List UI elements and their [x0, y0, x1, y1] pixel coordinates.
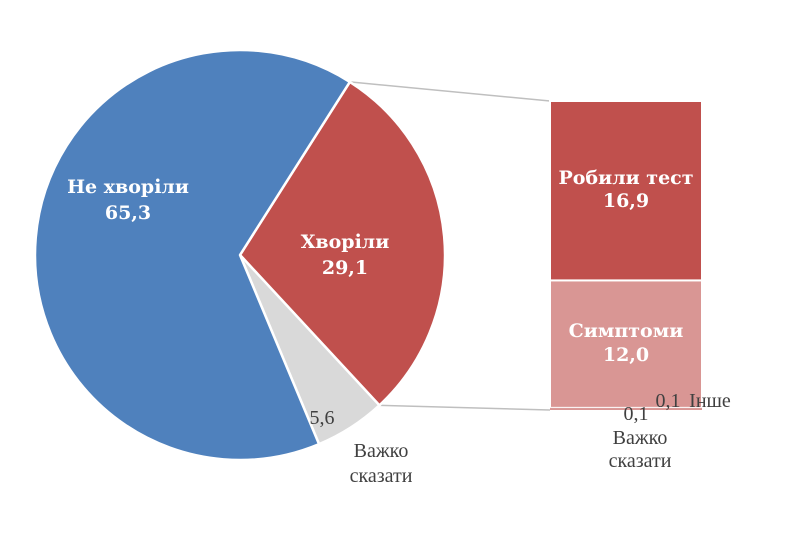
stacked-bar	[549, 100, 703, 410]
label-vazhko-name-line2: сказати	[350, 465, 413, 487]
label-robyly-test-name: Робили тест	[558, 167, 693, 189]
bar-segment-vazhko-skazaty	[550, 407, 702, 409]
labels: Не хворіли 65,3 Хворіли 29,1 5,6 Важко с…	[67, 167, 731, 487]
pie	[33, 48, 447, 462]
connector-line-top	[349, 81, 551, 102]
label-vazhko-name-line1: Важко	[354, 440, 409, 462]
label-symptomy-name: Симптоми	[569, 320, 684, 342]
label-khvorily-value: 29,1	[322, 257, 368, 279]
label-bar-vazhko-name-line1: Важко	[613, 427, 668, 449]
pie-slice-khvorily	[238, 80, 447, 407]
label-ne-khvorily-name: Не хворіли	[67, 176, 189, 198]
bar-segment-symptomy	[549, 279, 703, 409]
label-inshe-value: 0,1	[656, 390, 681, 412]
label-ne-khvorily-value: 65,3	[105, 202, 151, 224]
label-inshe-name: Інше	[689, 390, 731, 412]
label-khvorily-name: Хворіли	[301, 231, 390, 253]
bar-segment-robyly-test	[549, 100, 703, 282]
connector-lines	[349, 81, 551, 411]
pie-slice-ne-khvorily	[33, 48, 352, 462]
label-bar-vazhko-value: 0,1	[624, 403, 649, 425]
connector-line-bottom	[379, 404, 551, 411]
label-symptomy-value: 12,0	[603, 344, 649, 366]
label-vazhko-value: 5,6	[310, 407, 335, 429]
bar-segment-inshe	[550, 408, 702, 410]
label-bar-vazhko-name-line2: сказати	[609, 450, 672, 472]
label-robyly-test-value: 16,9	[603, 190, 649, 212]
